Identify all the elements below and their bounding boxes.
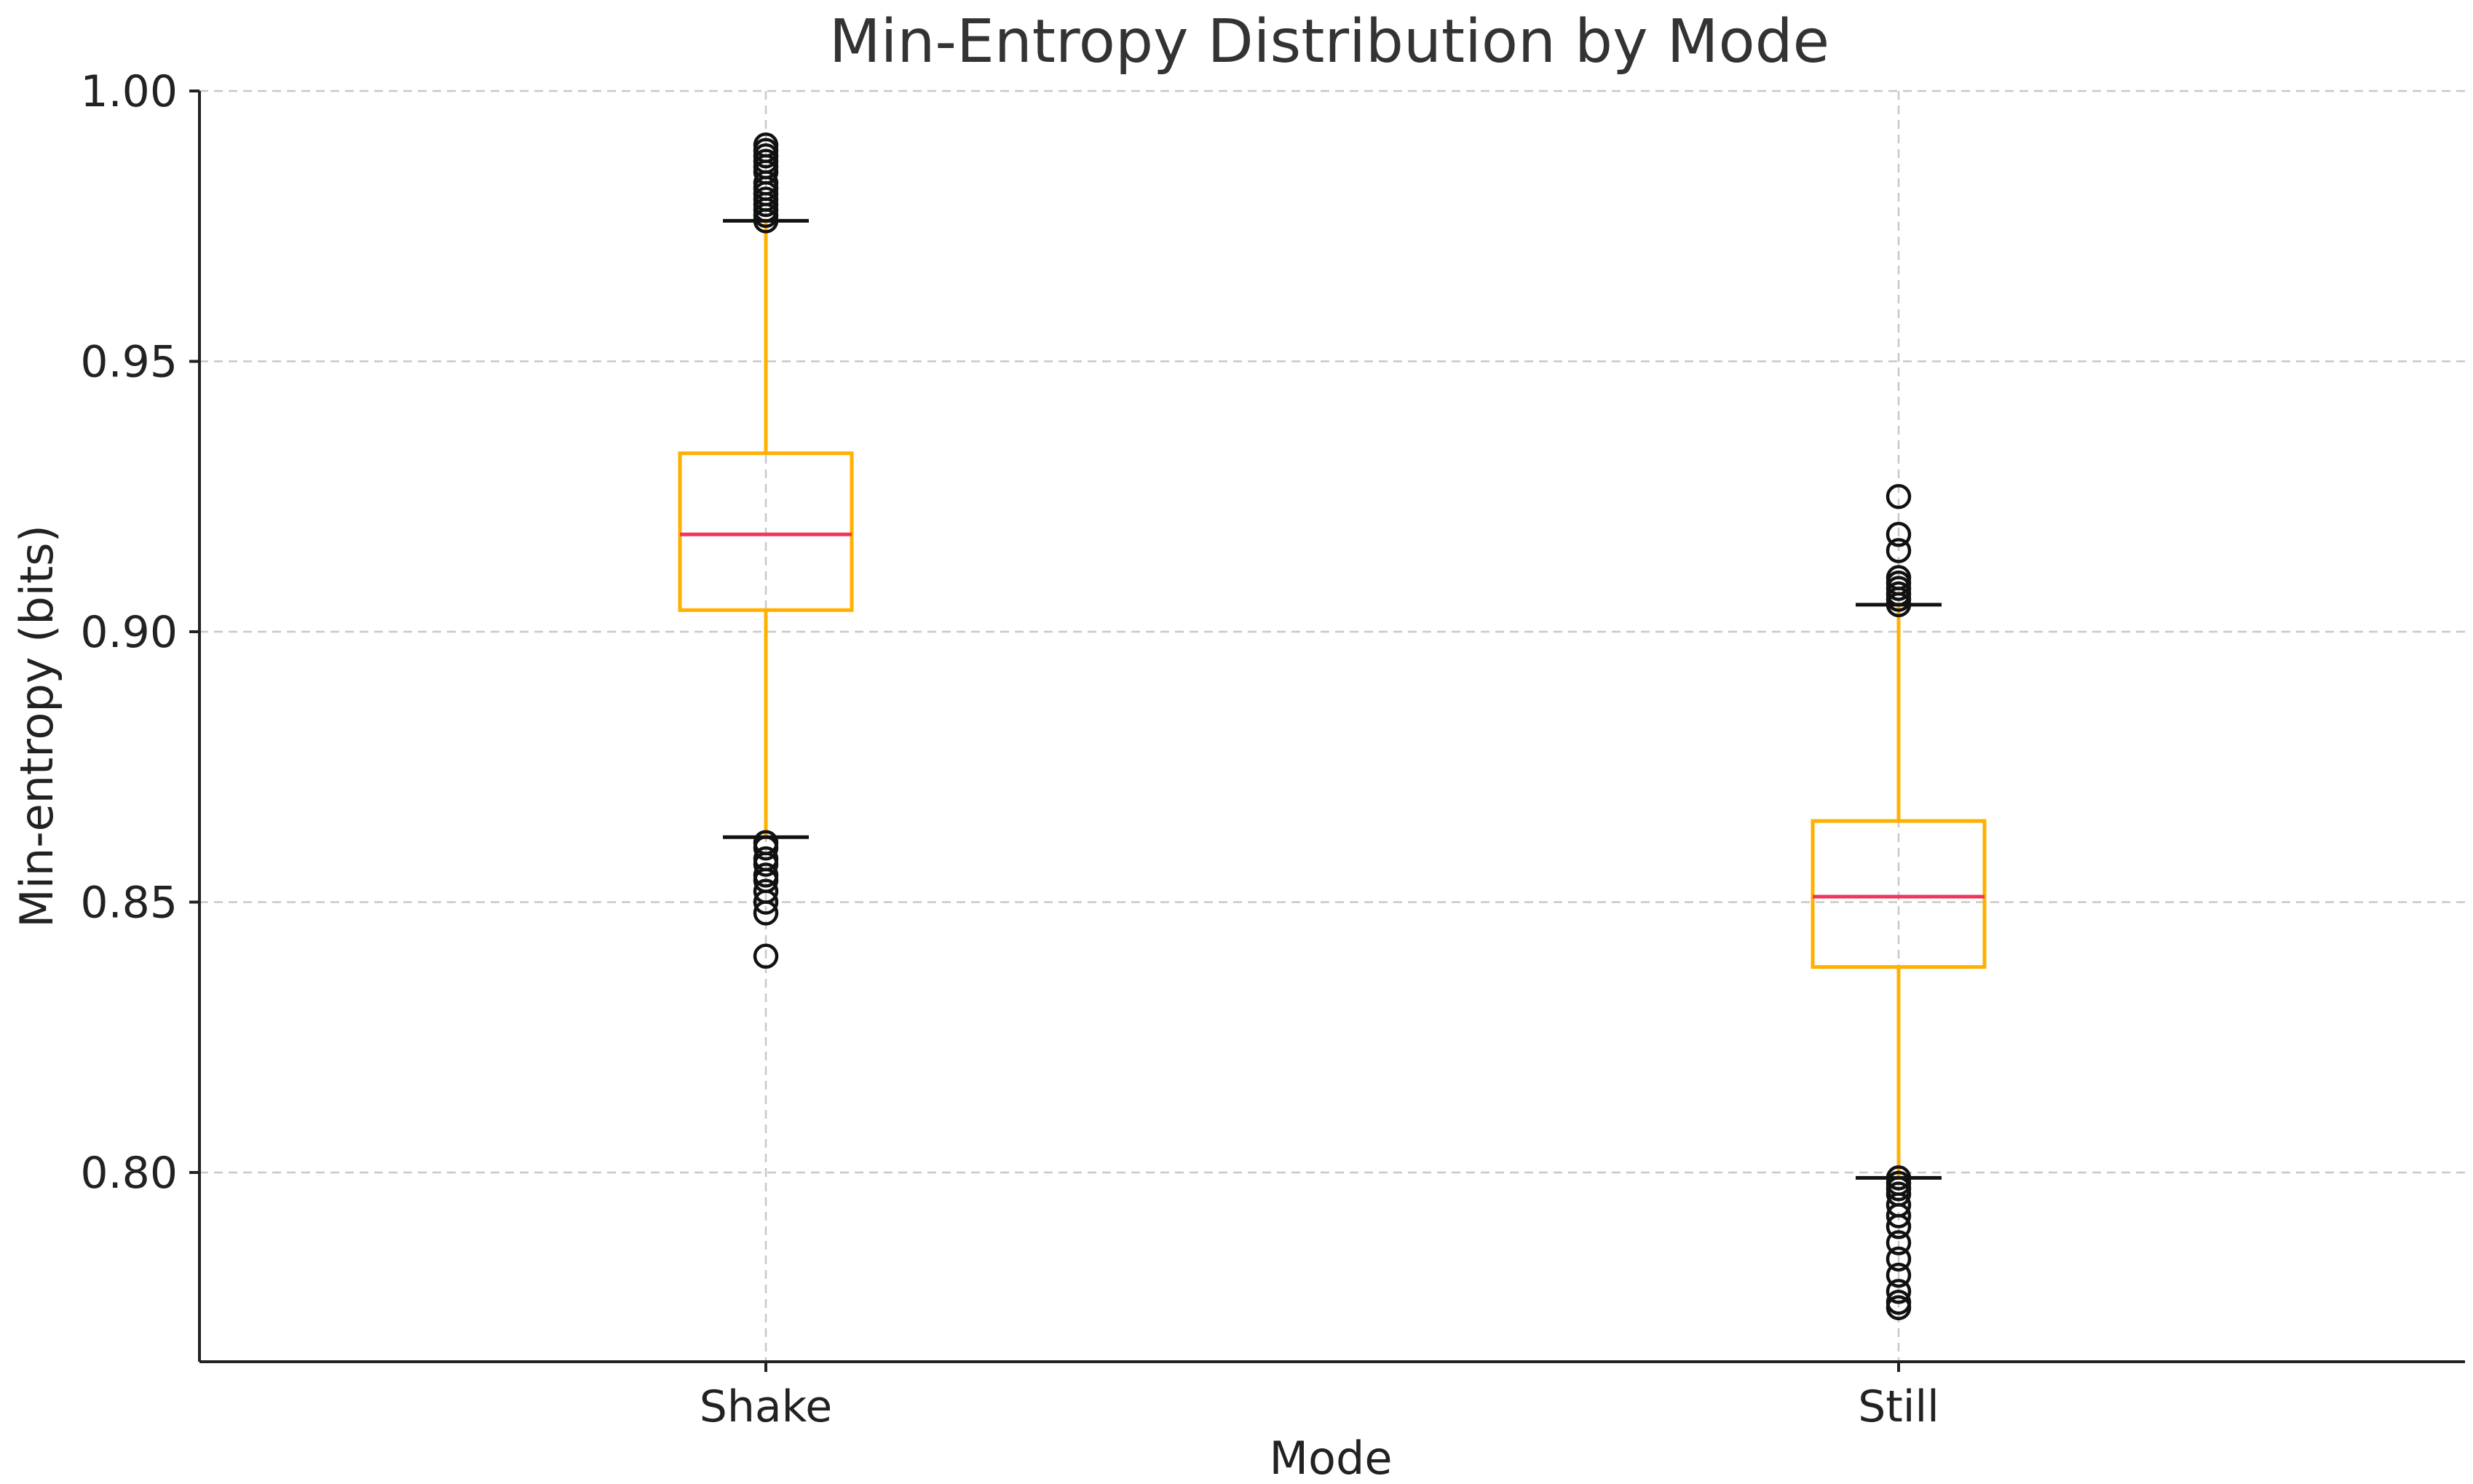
- outlier-point: [1886, 538, 1912, 563]
- outlier-point: [1886, 1214, 1912, 1239]
- outlier-point: [753, 132, 779, 158]
- outlier-point: [1886, 1203, 1912, 1229]
- y-tick-label: 0.80: [80, 1148, 178, 1199]
- outlier-point: [753, 889, 779, 915]
- outlier-point: [753, 943, 779, 969]
- y-tick-label: 0.90: [80, 607, 178, 658]
- y-axis-label: Min-entropy (bits): [10, 525, 63, 928]
- y-tick-label: 0.95: [80, 336, 178, 387]
- y-tick-label: 0.85: [80, 877, 178, 928]
- outlier-point: [1886, 1230, 1912, 1255]
- iqr-box: [678, 451, 854, 612]
- x-tick-label: Shake: [700, 1381, 832, 1432]
- x-axis-label: Mode: [1270, 1432, 1393, 1484]
- iqr-box: [1811, 819, 1987, 969]
- tick-layer: 0.80 0.85 0.90 0.95 1.00 Shake Still: [80, 66, 1939, 1432]
- y-tick-label: 1.00: [80, 66, 178, 117]
- plot-layer: [678, 132, 1987, 1320]
- outlier-point: [1886, 483, 1912, 509]
- outlier-point: [1886, 521, 1912, 547]
- x-tick-label: Still: [1858, 1381, 1939, 1432]
- outlier-point: [1886, 1295, 1912, 1320]
- outlier-point: [753, 852, 779, 877]
- grid-layer: [199, 90, 2465, 1362]
- outlier-point: [1886, 1246, 1912, 1272]
- outlier-point: [1886, 1279, 1912, 1304]
- outlier-point: [753, 835, 779, 861]
- outlier-point: [1886, 1262, 1912, 1288]
- outlier-point: [1886, 565, 1912, 590]
- chart-title: Min-Entropy Distribution by Mode: [829, 7, 1829, 76]
- outlier-point: [753, 900, 779, 926]
